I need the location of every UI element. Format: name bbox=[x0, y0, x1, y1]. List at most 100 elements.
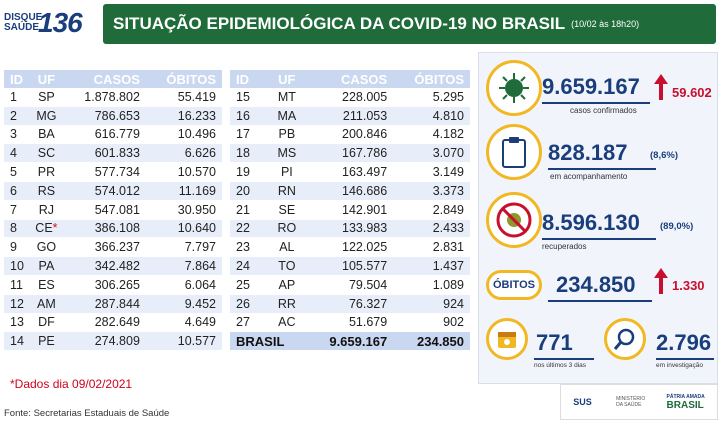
cell-obitos: 1.437 bbox=[393, 256, 470, 276]
cell-casos: 274.809 bbox=[61, 331, 146, 352]
recovered-label: recuperados bbox=[542, 242, 587, 251]
cell-uf-text: PR bbox=[37, 165, 56, 180]
cell-casos-text: 122.025 bbox=[342, 240, 388, 255]
cell-casos-text: 274.809 bbox=[94, 334, 140, 349]
table-row: 14 PE 274.809 10.577 bbox=[4, 331, 222, 352]
cell-id-text: 19 bbox=[236, 165, 250, 180]
cell-obitos: 4.649 bbox=[145, 313, 222, 333]
cell-id: 4 bbox=[4, 143, 32, 164]
cell-id-text: 7 bbox=[10, 202, 17, 217]
cell-casos: 282.649 bbox=[61, 313, 146, 333]
logo-text: DISQUE SAÚDE bbox=[4, 12, 43, 33]
recovered-value: 8.596.130 bbox=[542, 210, 640, 235]
cell-id-text: 4 bbox=[10, 146, 17, 161]
table-row: 15 MT 228.005 5.295 bbox=[230, 88, 470, 107]
cell-id: 1 bbox=[4, 88, 32, 107]
cell-casos: 76.327 bbox=[305, 294, 394, 314]
cell-casos: 167.786 bbox=[305, 143, 394, 164]
table-row: 4 SC 601.833 6.626 bbox=[4, 143, 222, 164]
cell-uf: RS bbox=[31, 181, 62, 201]
cell-casos-text: 133.983 bbox=[342, 221, 388, 236]
disque-saude-logo: DISQUE SAÚDE 136 bbox=[4, 6, 96, 40]
cell-uf-text: SP bbox=[38, 89, 55, 104]
table-row: 16 MA 211.053 4.810 bbox=[230, 106, 470, 126]
cell-id-text: 9 bbox=[10, 240, 17, 255]
investigation-label: em investigação bbox=[656, 362, 703, 369]
cell-id-text: 22 bbox=[236, 221, 250, 236]
cell-obitos-text: 4.182 bbox=[432, 127, 464, 142]
cell-id-text: 5 bbox=[10, 165, 17, 180]
cell-obitos-text: 4.810 bbox=[432, 108, 464, 123]
cell-id: 13 bbox=[4, 313, 32, 333]
cell-obitos: 30.950 bbox=[145, 200, 222, 220]
cell-uf-text: AM bbox=[37, 296, 56, 311]
table-row: 2 MG 786.653 16.233 bbox=[4, 106, 222, 126]
monitoring-label: em acompanhamento bbox=[550, 172, 628, 181]
cell-uf: AP bbox=[268, 275, 306, 295]
cell-id-text: 16 bbox=[236, 108, 250, 123]
cell-id-text: 17 bbox=[236, 127, 250, 142]
cell-uf: CE* bbox=[31, 219, 62, 239]
cell-casos-text: 146.686 bbox=[342, 183, 388, 198]
cell-obitos-text: 2.849 bbox=[432, 202, 464, 217]
cell-obitos-text: 3.373 bbox=[432, 183, 464, 198]
cell-obitos: 7.797 bbox=[145, 237, 222, 258]
recent-value: 771 bbox=[536, 330, 573, 355]
table-row: 7 RJ 547.081 30.950 bbox=[4, 200, 222, 220]
cell-uf-text: RS bbox=[37, 183, 56, 198]
cell-uf-text: PA bbox=[38, 259, 55, 274]
cell-casos: 146.686 bbox=[305, 181, 394, 201]
cell-casos-text: 306.265 bbox=[94, 277, 140, 292]
cell-uf: TO bbox=[268, 256, 306, 276]
cell-casos-text: 366.237 bbox=[94, 240, 140, 255]
cell-obitos: 4.182 bbox=[393, 125, 470, 145]
cell-casos-text: 616.779 bbox=[94, 127, 140, 142]
cell-obitos-text: 10.496 bbox=[177, 127, 216, 142]
cell-id-text: 2 bbox=[10, 108, 17, 123]
cell-obitos-text: 11.169 bbox=[178, 183, 216, 198]
cell-casos: 105.577 bbox=[305, 256, 394, 276]
cell-id-text: 15 bbox=[236, 89, 250, 104]
table-row: 23 AL 122.025 2.831 bbox=[230, 237, 470, 258]
cell-uf-text: ES bbox=[38, 277, 55, 292]
cell-id: 10 bbox=[4, 256, 32, 276]
cell-obitos: 4.810 bbox=[393, 106, 470, 126]
cell-uf: PE bbox=[31, 331, 62, 352]
cell-obitos: 6.064 bbox=[145, 275, 222, 295]
cell-casos: 601.833 bbox=[61, 143, 146, 164]
table-row: 6 RS 574.012 11.169 bbox=[4, 181, 222, 201]
cell-id-text: 8 bbox=[10, 221, 17, 236]
cell-uf-text: RN bbox=[277, 183, 296, 198]
cell-uf: PR bbox=[31, 162, 62, 182]
cell-id-text: 25 bbox=[236, 277, 250, 292]
cell-uf: PB bbox=[268, 125, 306, 145]
table-row: 12 AM 287.844 9.452 bbox=[4, 294, 222, 314]
cell-casos-text: 142.901 bbox=[342, 202, 388, 217]
cell-obitos: 6.626 bbox=[145, 143, 222, 164]
table-row: 21 SE 142.901 2.849 bbox=[230, 200, 470, 220]
cell-uf-text: RR bbox=[277, 296, 296, 311]
investigation-value: 2.796 bbox=[656, 330, 712, 355]
deaths-value: 234.850 bbox=[556, 272, 636, 297]
cell-casos: 342.482 bbox=[61, 256, 146, 276]
cell-obitos: 924 bbox=[393, 294, 470, 314]
cell-id: 24 bbox=[230, 256, 269, 276]
cell-uf-text: PI bbox=[280, 165, 293, 180]
cell-uf: GO bbox=[31, 237, 62, 258]
cell-casos-text: 51.679 bbox=[348, 315, 388, 330]
cell-uf-text: TO bbox=[278, 259, 296, 274]
table-row: 13 DF 282.649 4.649 bbox=[4, 313, 222, 333]
cell-casos: 574.012 bbox=[61, 181, 146, 201]
table-row: 25 AP 79.504 1.089 bbox=[230, 275, 470, 295]
cell-obitos-text: 902 bbox=[443, 315, 464, 330]
cell-id-text: 10 bbox=[10, 259, 24, 274]
cell-uf-text: MG bbox=[36, 108, 57, 123]
cell-id: 11 bbox=[4, 275, 32, 295]
cell-id-text: 6 bbox=[10, 183, 17, 198]
table-row: 10 PA 342.482 7.864 bbox=[4, 256, 222, 276]
cell-id: 20 bbox=[230, 181, 269, 201]
divider bbox=[548, 300, 652, 302]
cell-uf: RJ bbox=[31, 200, 62, 220]
cell-casos: 228.005 bbox=[305, 88, 394, 107]
page-header: SITUAÇÃO EPIDEMIOLÓGICA DA COVID-19 NO B… bbox=[103, 4, 716, 44]
